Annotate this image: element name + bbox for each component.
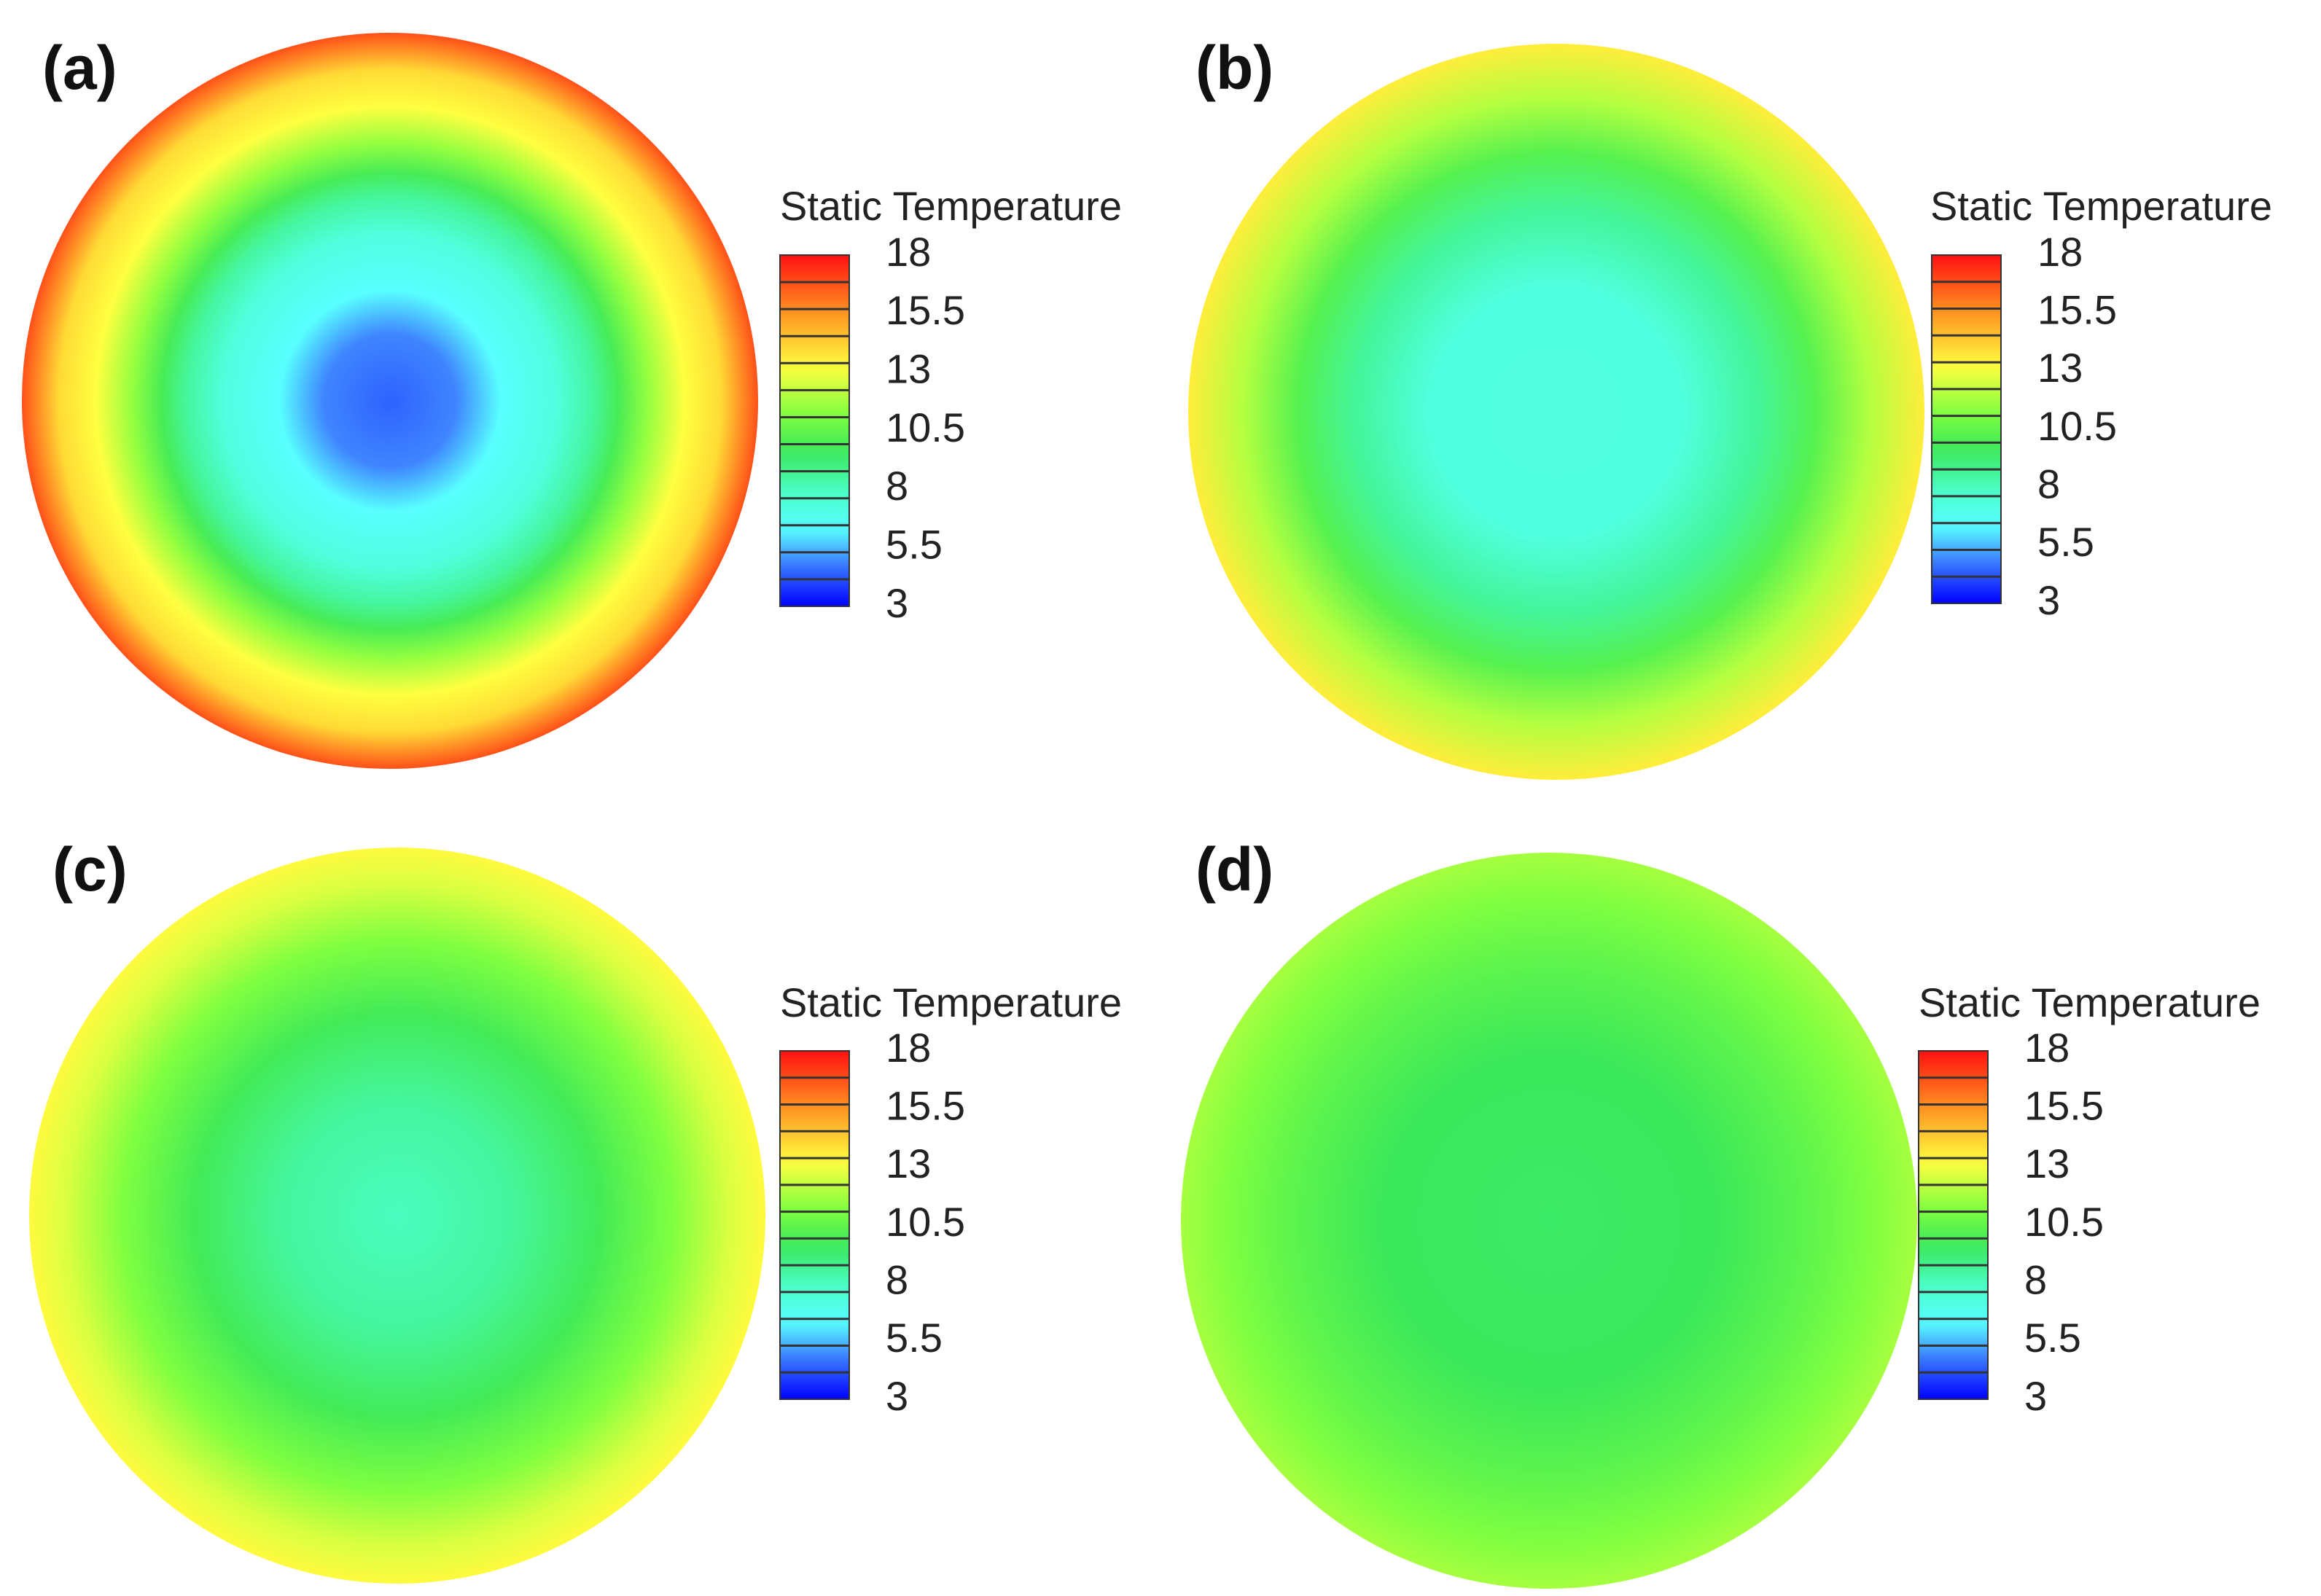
colorbar-tick-label: 15.5	[2037, 286, 2117, 332]
legend-title-a: Static Temperature	[780, 183, 1122, 229]
panel-label-b: (b)	[1195, 34, 1273, 102]
colorbar-tick-label: 15.5	[886, 1082, 965, 1128]
panel-d: (d) Static Temperature 18 15.5 13 10.5 8 5.5 3	[1181, 835, 2260, 1589]
colorbar-tick-label: 8	[2024, 1256, 2047, 1302]
colorbar-tick-label: 15.5	[886, 287, 965, 333]
panel-a: (a) Static Temperature 18 15.5 13 10.5 8 5.5 3	[22, 33, 1122, 769]
contour-disc-c	[29, 848, 765, 1584]
colorbar-tick-label: 5.5	[2037, 519, 2094, 565]
colorbar-tick-label: 10.5	[2037, 403, 2117, 449]
colorbar-frame-c	[779, 1050, 850, 1400]
contour-disc-a	[22, 33, 758, 769]
panel-label-c: (c)	[52, 835, 128, 904]
colorbar-a: 18 15.5 13 10.5 8 5.5 3	[779, 229, 965, 626]
colorbar-d: 18 15.5 13 10.5 8 5.5 3	[1918, 1025, 2104, 1419]
colorbar-tick-label: 8	[886, 463, 908, 509]
colorbar-tick-label: 8	[886, 1256, 908, 1302]
colorbar-tick-label: 8	[2037, 461, 2060, 506]
colorbar-tick-label: 18	[886, 1025, 931, 1071]
contour-disc-d	[1181, 853, 1917, 1589]
colorbar-tick-label: 5.5	[886, 1315, 943, 1361]
colorbar-tick-label: 5.5	[886, 521, 943, 567]
colorbar-gradient-a	[780, 255, 849, 606]
colorbar-tick-label: 3	[2037, 577, 2060, 623]
panel-label-d: (d)	[1195, 835, 1273, 904]
panel-c: (c) Static Temperature 18 15.5 13 10.5 8 5.5 3	[29, 835, 1122, 1584]
colorbar-gradient-b	[1932, 255, 2001, 603]
colorbar-frame-b	[1931, 254, 2002, 604]
colorbar-gradient-d	[1919, 1051, 1988, 1399]
colorbar-tick-label: 15.5	[2024, 1082, 2104, 1128]
colorbar-c: 18 15.5 13 10.5 8 5.5 3	[779, 1025, 965, 1419]
panel-label-a: (a)	[42, 34, 117, 102]
colorbar-tick-label: 18	[2024, 1025, 2070, 1071]
colorbar-tick-label: 3	[886, 580, 908, 626]
contour-disc-b	[1188, 44, 1924, 780]
colorbar-tick-label: 10.5	[2024, 1199, 2104, 1245]
colorbar-tick-label: 10.5	[886, 404, 965, 450]
colorbar-tick-label: 13	[2037, 345, 2083, 391]
panel-b: (b) Static Temperature 18 15.5 13 10.5 8 5.5 3	[1188, 34, 2272, 780]
legend-title-c: Static Temperature	[780, 979, 1122, 1025]
colorbar-tick-label: 13	[886, 1141, 931, 1186]
colorbar-gradient-c	[780, 1051, 849, 1399]
colorbar-tick-label: 18	[2037, 229, 2083, 275]
colorbar-tick-label: 10.5	[886, 1199, 965, 1245]
legend-title-d: Static Temperature	[1919, 979, 2260, 1025]
colorbar-tick-label: 5.5	[2024, 1315, 2081, 1361]
colorbar-tick-label: 13	[2024, 1141, 2070, 1186]
colorbar-frame-d	[1918, 1050, 1989, 1400]
colorbar-frame-a	[779, 254, 850, 607]
colorbar-b: 18 15.5 13 10.5 8 5.5 3	[1931, 229, 2117, 623]
colorbar-tick-label: 13	[886, 345, 931, 391]
colorbar-tick-label: 18	[886, 229, 931, 275]
legend-title-b: Static Temperature	[1930, 183, 2272, 229]
colorbar-tick-label: 3	[886, 1373, 908, 1419]
colorbar-tick-label: 3	[2024, 1373, 2047, 1419]
